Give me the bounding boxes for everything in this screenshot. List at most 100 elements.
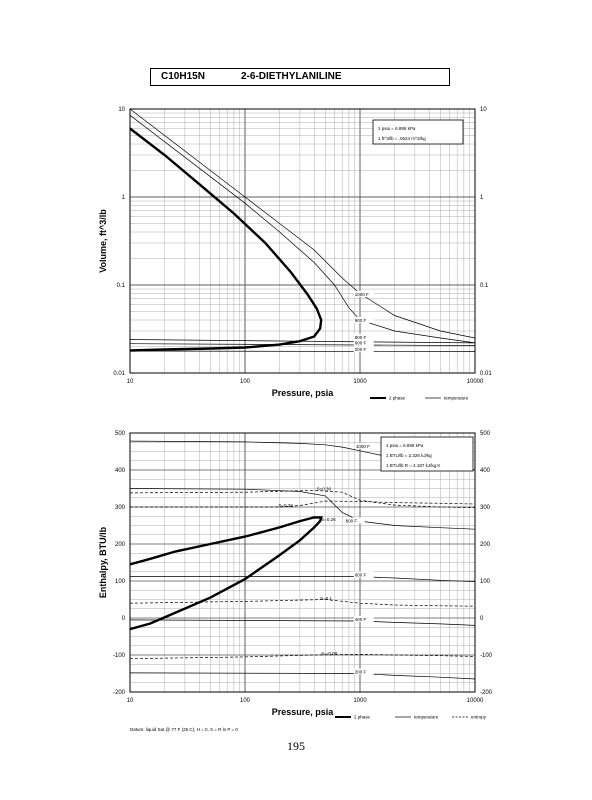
enthalpy-grid <box>129 432 476 693</box>
volume-y-tick-label-right: 0.1 <box>480 283 489 289</box>
enthalpy-label-s-0-1: S=0.1 <box>320 596 332 601</box>
volume-series-600-f <box>129 343 476 346</box>
enthalpy-label-s-0-08: S=-0.08 <box>321 651 337 656</box>
volume-label-bg-600-f <box>353 339 374 346</box>
enthalpy-x-tick-label: 10 <box>127 698 134 704</box>
volume-grid <box>129 108 476 374</box>
enthalpy-y-tick-label-right: 0 <box>480 616 484 622</box>
enthalpy-label-800-f: 800 F <box>346 519 358 524</box>
enthalpy-y-tick-label-left: 0 <box>122 616 126 622</box>
enthalpy-plot-frame <box>129 432 476 693</box>
enthalpy-label-1000-f: 1000 F <box>356 444 370 449</box>
enthalpy-series-s-0-1 <box>129 599 476 607</box>
volume-label-600-f: 600 F <box>355 341 367 346</box>
volume-info-box <box>372 119 464 145</box>
enthalpy-y-tick-label-right: -200 <box>480 690 493 696</box>
volume-x-tick-label: 10000 <box>467 379 484 385</box>
enthalpy-label-600-f: 600 F <box>355 573 367 578</box>
enthalpy-series-s-0-36 <box>129 490 476 509</box>
enthalpy-label-bg-600-f <box>353 571 374 578</box>
volume-label-bg-900-f <box>353 316 374 323</box>
enthalpy-series-2phase <box>129 516 323 631</box>
volume-y-tick-label-right: 10 <box>480 107 487 113</box>
enthalpy-y-tick-label-right: 200 <box>480 542 491 548</box>
volume-x-tick-label: 10 <box>127 379 134 385</box>
enthalpy-label-bg-1000-f <box>354 442 375 449</box>
enthalpy-series-s-0-08 <box>129 653 476 660</box>
volume-y-tick-label-left: 1 <box>122 195 126 201</box>
enthalpy-x-axis-label: Pressure, psia <box>272 707 335 717</box>
volume-legend-label: temperature <box>444 396 469 401</box>
enthalpy-y-tick-label-right: 100 <box>480 579 491 585</box>
volume-label-800-f: 800 F <box>355 335 367 340</box>
volume-label-1000-f: 1000 F <box>355 292 369 297</box>
volume-series-1000-f <box>129 108 476 339</box>
volume-legend-label: 2 phase <box>389 396 406 401</box>
enthalpy-y-tick-label-left: 200 <box>115 542 126 548</box>
enthalpy-label-bg-400-f <box>353 615 374 622</box>
enthalpy-x-tick-label: 10000 <box>467 698 484 704</box>
enthalpy-y-axis-label: Enthalpy, BTU/lb <box>98 526 108 598</box>
volume-label-900-f: 900 F <box>355 318 367 323</box>
volume-y-tick-label-left: 0.1 <box>117 283 126 289</box>
volume-label-bg-1000-f <box>353 290 374 297</box>
enthalpy-series-200-f <box>129 672 476 680</box>
volume-x-tick-label: 1000 <box>353 379 367 385</box>
enthalpy-info-box-line: 1 BTU/lb = 2.326 kJ/kg <box>386 453 432 458</box>
volume-series-900-f <box>129 114 476 344</box>
page-number: 195 <box>287 739 305 753</box>
chemical-formula: C10H15N <box>161 71 205 82</box>
volume-x-axis-label: Pressure, psia <box>272 388 335 398</box>
enthalpy-y-tick-label-right: 500 <box>480 431 491 437</box>
enthalpy-info-box <box>380 436 474 472</box>
volume-y-tick-label-right: 1 <box>480 195 484 201</box>
enthalpy-y-tick-label-right: 300 <box>480 505 491 511</box>
volume-info-box-line: 1 ft^3/lb = .0624 m^3/kg <box>378 136 426 141</box>
volume-label-bg-800-f <box>353 333 374 340</box>
enthalpy-x-tick-label: 100 <box>240 698 251 704</box>
volume-series-200-f <box>129 350 476 352</box>
enthalpy-series-600-f <box>130 576 476 583</box>
enthalpy-y-tick-label-right: -100 <box>480 653 493 659</box>
volume-y-tick-label-right: 0.01 <box>480 371 492 377</box>
enthalpy-y-tick-label-left: 500 <box>115 431 126 437</box>
chemical-name: 2-6-DIETHYLANILINE <box>241 71 342 82</box>
volume-y-tick-label-left: 0.01 <box>113 371 125 377</box>
volume-y-axis-label: Volume, ft^3/lb <box>98 209 108 273</box>
volume-y-tick-label-left: 10 <box>118 107 125 113</box>
volume-series-800-f <box>129 339 476 344</box>
enthalpy-label-bg-200-f <box>353 668 374 675</box>
enthalpy-label-s-0-36: S=0.36 <box>317 486 332 491</box>
enthalpy-y-tick-label-left: 400 <box>115 468 126 474</box>
volume-x-tick-label: 100 <box>240 379 251 385</box>
enthalpy-annotation-s-0-26: S=0.26 <box>321 517 336 522</box>
enthalpy-series-400-f <box>129 619 476 626</box>
volume-label-200-f: 200 F <box>355 347 367 352</box>
volume-plot-frame <box>129 108 476 374</box>
enthalpy-y-tick-label-left: -100 <box>113 653 126 659</box>
enthalpy-label-bg-800-f <box>344 517 365 524</box>
enthalpy-y-tick-label-left: 300 <box>115 505 126 511</box>
volume-info-box-line: 1 psia = 6.895 kPa <box>378 126 416 131</box>
enthalpy-y-tick-label-left: -200 <box>113 690 126 696</box>
enthalpy-series-s-0-32 <box>130 500 476 508</box>
enthalpy-y-tick-label-right: 400 <box>480 468 491 474</box>
enthalpy-info-box-line: 1 BTU/lb R = 4.187 kJ/kg K <box>386 463 440 468</box>
enthalpy-legend-label: entropy <box>471 715 487 720</box>
volume-label-bg-200-f <box>353 345 374 352</box>
enthalpy-x-tick-label: 1000 <box>353 698 367 704</box>
enthalpy-legend-label: temperature <box>414 715 439 720</box>
volume-series-2phase <box>129 127 323 352</box>
enthalpy-series-800-f <box>129 488 476 530</box>
enthalpy-label-s-0-32: S=0.32 <box>278 503 293 508</box>
enthalpy-info-box-line: 1 psia = 6.895 kPa <box>386 443 424 448</box>
enthalpy-y-tick-label-left: 100 <box>115 579 126 585</box>
enthalpy-chart: 1000 F 800 F 600 F 400 F 200 F S=0.36 S=0.32 S=… <box>98 431 493 732</box>
enthalpy-label-200-f: 200 F <box>355 670 367 675</box>
enthalpy-datum-note: Datum: liquid Sat @ 77 F (25 C), H = 0, … <box>130 727 238 732</box>
enthalpy-label-400-f: 400 F <box>355 617 367 622</box>
enthalpy-legend-label: 2 phase <box>354 715 371 720</box>
title-box: C10H15N 2-6-DIETHYLANILINE <box>150 68 450 86</box>
